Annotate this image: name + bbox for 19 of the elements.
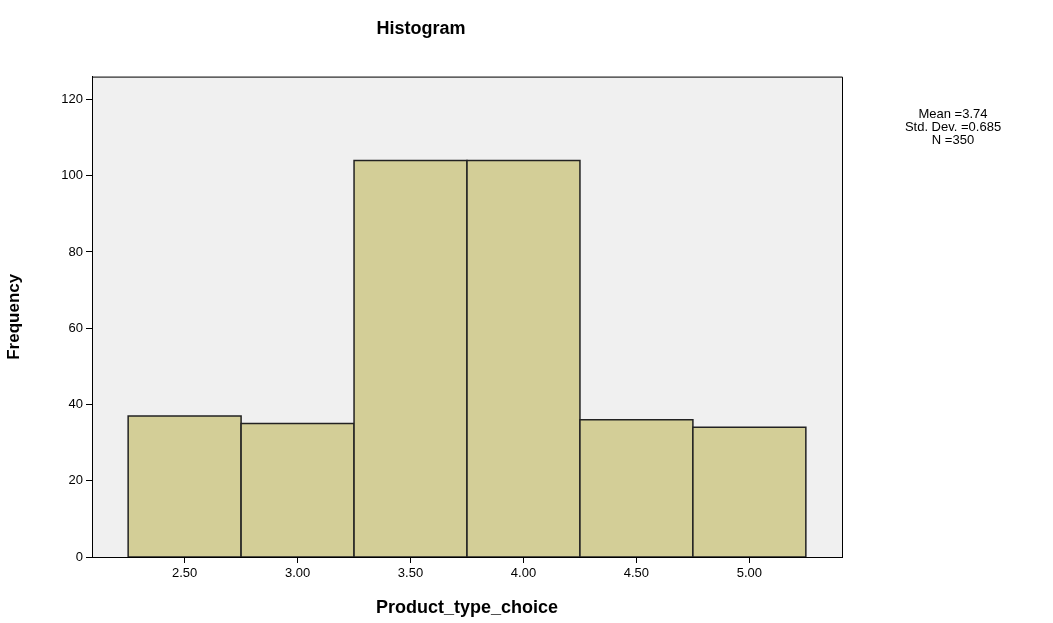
y-tick-label: 80 (68, 243, 83, 259)
x-tick-label: 3.00 (284, 565, 311, 581)
text: Std. Dev. =0.685 (904, 118, 1002, 134)
y-tick-label: 40 (68, 396, 83, 412)
y-axis-title: Frequency (3, 273, 23, 360)
text: Mean =3.74 (918, 105, 988, 121)
y-tick-label: 120 (61, 91, 83, 107)
y-tick-label: 0 (75, 548, 83, 564)
x-tick-label: 5.00 (736, 565, 763, 581)
y-tick-label: 20 (68, 472, 83, 488)
text: N =350 (931, 131, 975, 147)
chart-title: Histogram (376, 17, 466, 38)
y-tick-label: 60 (68, 319, 83, 335)
x-tick-label: 4.50 (623, 565, 650, 581)
x-tick-label: 3.50 (397, 565, 424, 581)
x-axis-title: Product_type_choice (375, 597, 559, 618)
y-tick-label: 100 (61, 167, 83, 183)
x-tick-label: 4.00 (510, 565, 537, 581)
x-tick-label: 2.50 (171, 565, 198, 581)
